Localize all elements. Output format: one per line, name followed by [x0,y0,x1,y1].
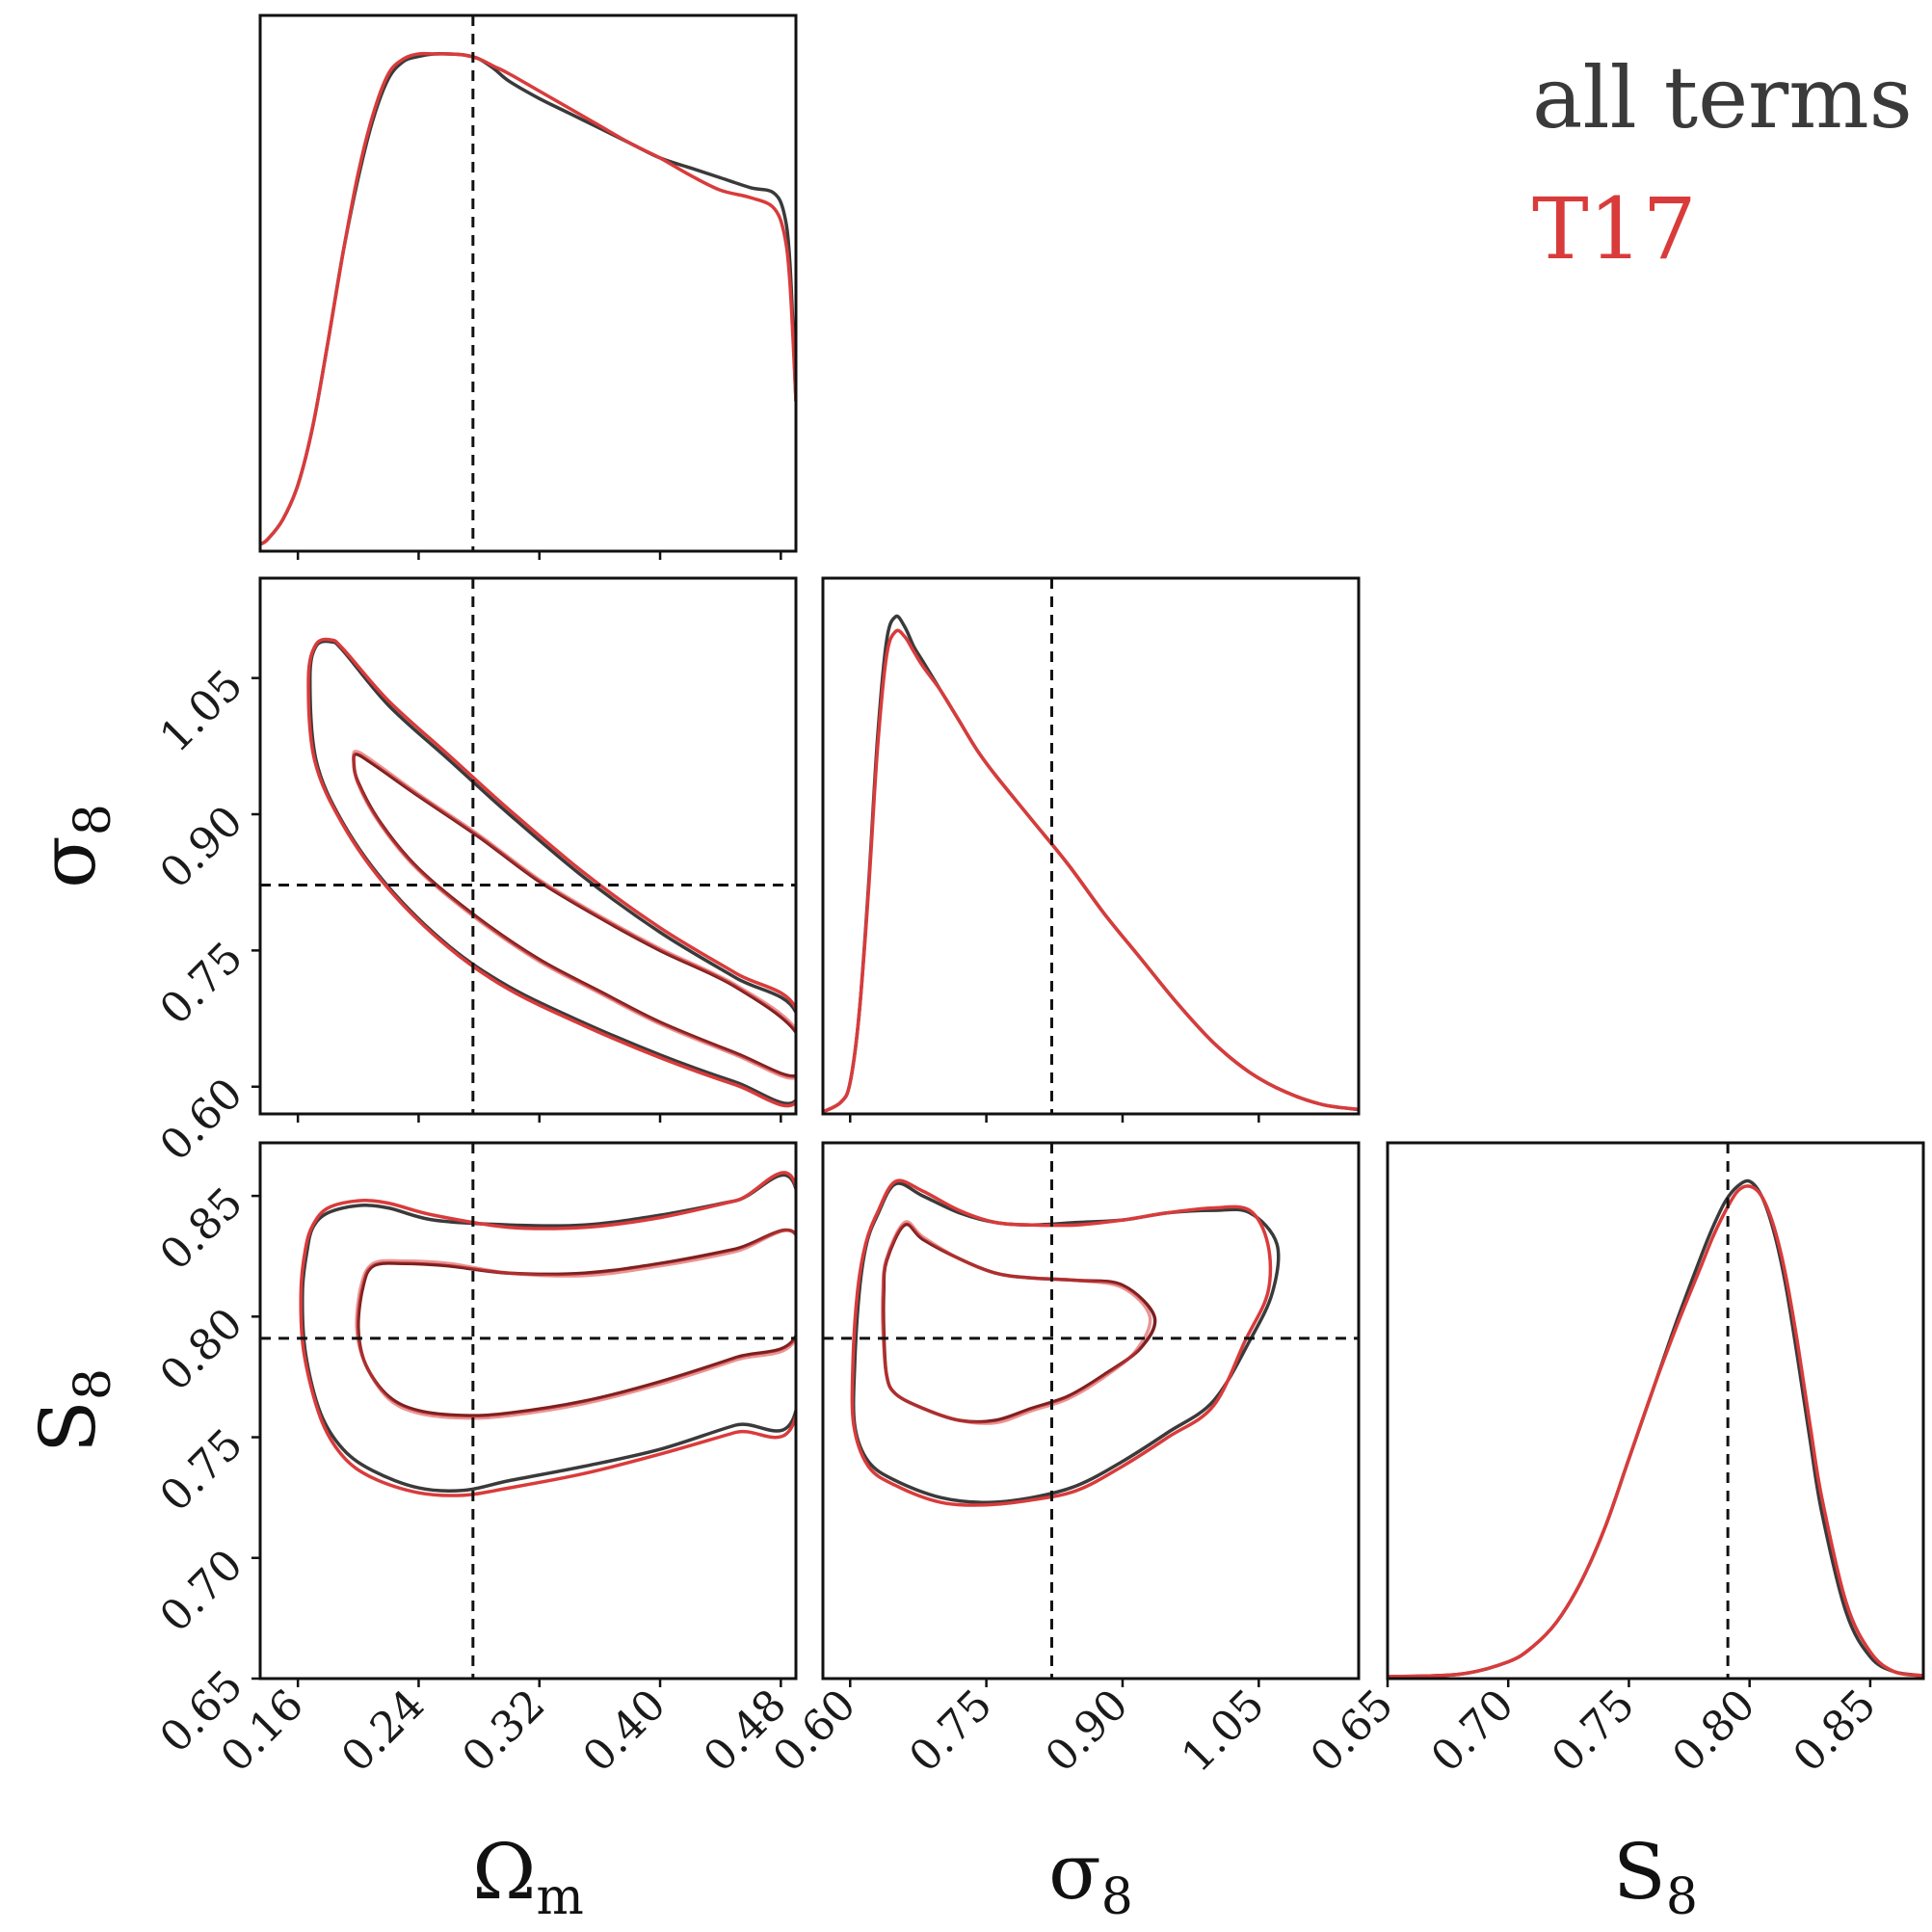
y-axis-label-sigma8-subscript: 8 [65,804,122,835]
x-tick-label: 0.80 [1663,1681,1764,1782]
x-axis-label-sigma8-subscript: 8 [1101,1868,1133,1926]
contour-Om_S8-frame [258,1141,798,1681]
marginal-Om [258,13,798,560]
contour-Om_s8-t17-outer [306,637,796,1108]
x-tick-label: 0.60 [764,1681,865,1782]
contour-Om_S8-all-terms-inner [357,1228,796,1417]
x-tick-label: 0.70 [1422,1681,1523,1782]
marginal-Om-all-terms-line [260,52,796,546]
x-tick-label: 0.85 [1784,1681,1885,1782]
y-tick-label: 0.70 [150,1540,251,1641]
contour-Om_S8-all-terms-outer [301,1173,796,1494]
y-tick-label: 0.75 [150,933,251,1034]
marginal-s8-t17-line [823,628,1359,1114]
x-tick-label: 0.40 [573,1681,675,1782]
contour-s8_S8-plot-area [823,1143,1359,1679]
y-tick-label: 0.85 [150,1178,251,1280]
x-tick-label: 0.32 [453,1681,554,1782]
x-tick-label: 0.65 [1301,1681,1402,1782]
contour-s8_S8-frame [821,1141,1361,1681]
legend-entry-all-terms: all terms [1532,48,1913,147]
y-tick-label: 0.90 [150,797,251,898]
legend-entry-t17: T17 [1532,179,1697,278]
corner-panels: 0.65 0.70 0.75 0.80 0.850.600.750.901.050.16… [23,13,1925,1926]
y-tick-label: 0.80 [150,1299,251,1400]
legend: all terms T17 [1532,48,1913,278]
marginal-s8 [821,576,1361,1123]
marginal-Om-t17-line [260,51,796,546]
x-tick-label: 0.75 [1543,1681,1644,1782]
marginal-S8-plot-area [1388,1143,1923,1679]
marginal-s8-frame [821,576,1361,1116]
contour-s8_S8-all-terms-inner [882,1222,1157,1424]
marginal-s8-all-terms-line [823,614,1359,1114]
y-tick-label: 0.75 [150,1419,251,1521]
contour-Om_s8-t17-inner [352,750,796,1080]
x-axis-label-om: Ωm [472,1827,584,1926]
contour-s8_S8-t17-outer [850,1178,1273,1507]
x-tick-label: 0.90 [1036,1681,1137,1782]
marginal-Om-plot-area [260,15,796,551]
contour-Om_S8-t17-outer [299,1171,796,1497]
y-tick-label: 0.60 [150,1069,251,1170]
marginal-S8: 0.65 0.70 0.75 0.80 0.85 [1301,1141,1925,1782]
y-axis-label-s8-subscript: 8 [65,1368,122,1400]
contour-Om_S8: 0.16 0.24 0.32 0.40 0.480.650.700.750.800.85 [150,1141,798,1782]
contour-Om_s8-plot-area [260,578,796,1114]
contour-Om_s8-frame [258,576,798,1116]
y-tick-label: 1.05 [150,660,251,761]
contour-Om_S8-t17-inner [355,1228,796,1420]
x-axis-label-om-subscript: m [537,1868,584,1926]
y-axis-label-sigma8: σ8 [23,804,122,888]
contour-s8_S8-t17-inner [881,1220,1152,1425]
contour-Om_S8-plot-area [260,1143,796,1679]
x-axis-label-sigma8: σ8 [1048,1827,1133,1926]
x-tick-label: 0.75 [900,1681,1001,1782]
x-tick-label: 0.24 [332,1681,434,1782]
y-axis-label-s8: S8 [23,1368,122,1453]
x-axis-label-s8-subscript: 8 [1666,1868,1698,1926]
marginal-S8-t17-line [1388,1184,1923,1679]
marginal-S8-frame [1386,1141,1925,1681]
contour-Om_s8: 0.60 0.75 0.90 1.05 [150,576,798,1171]
contour-Om_s8-all-terms-outer [307,639,796,1106]
marginal-s8-plot-area [823,578,1359,1114]
x-tick-label: 1.05 [1173,1681,1274,1782]
contour-s8_S8: 0.60 0.75 0.90 1.05 [764,1141,1361,1782]
marginal-Om-frame [258,13,798,553]
contour-Om_s8-all-terms-inner [352,753,796,1078]
marginal-S8-all-terms-line [1388,1178,1923,1679]
x-axis-label-s8: S8 [1613,1827,1698,1926]
